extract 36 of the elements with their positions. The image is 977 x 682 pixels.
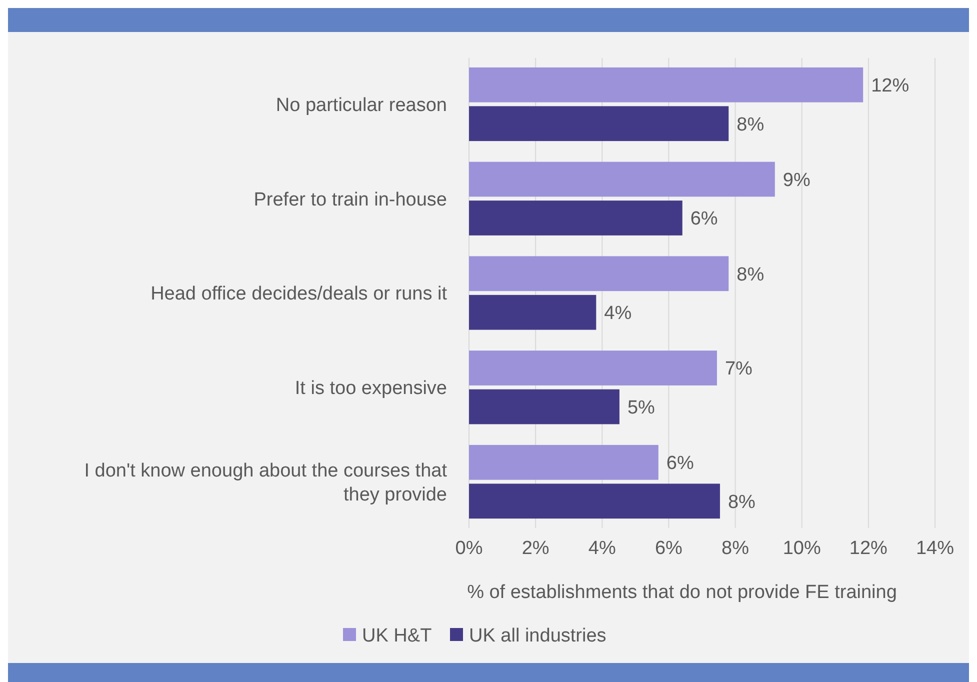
y-tick-label: Head office decides/deals or runs it: [150, 284, 448, 305]
x-tick-label: 4%: [588, 538, 616, 559]
bar: [469, 162, 775, 197]
x-tick-label: 0%: [455, 538, 483, 559]
data-label: 12%: [871, 76, 910, 97]
y-tick-label: Prefer to train in-house: [254, 189, 447, 210]
data-label: 4%: [604, 303, 632, 324]
legend-label: UK all industries: [469, 626, 606, 647]
bar: [469, 256, 729, 292]
bar: [469, 389, 620, 424]
data-label: 8%: [728, 492, 756, 513]
data-label: 5%: [627, 397, 656, 418]
data-label: 8%: [736, 264, 764, 286]
bar: [469, 350, 717, 386]
bar: [469, 106, 729, 142]
data-label: 6%: [690, 208, 718, 230]
legend-label: UK H&T: [362, 626, 432, 647]
data-label: 8%: [736, 114, 764, 136]
x-tick-label: 12%: [849, 538, 888, 559]
x-tick-label: 8%: [722, 538, 750, 559]
y-tick-label: I don't know enough about the courses that they provide: [84, 460, 448, 506]
data-label: 6%: [666, 453, 694, 474]
x-tick-label: 10%: [782, 538, 821, 559]
x-tick-label: 6%: [654, 538, 683, 559]
x-tick-label: 14%: [916, 538, 954, 559]
x-tick-label: 2%: [522, 538, 550, 559]
y-tick-label: No particular reason: [276, 94, 447, 116]
bar: [469, 484, 720, 519]
x-axis-title: % of establishments that do not provide FE training: [467, 582, 897, 603]
data-label: 9%: [782, 170, 810, 191]
bar: [469, 200, 682, 236]
y-tick-label: It is too expensive: [294, 378, 447, 400]
bar: [469, 67, 864, 102]
bar: [469, 294, 596, 330]
data-label: 7%: [724, 358, 753, 380]
bar: [469, 444, 658, 480]
